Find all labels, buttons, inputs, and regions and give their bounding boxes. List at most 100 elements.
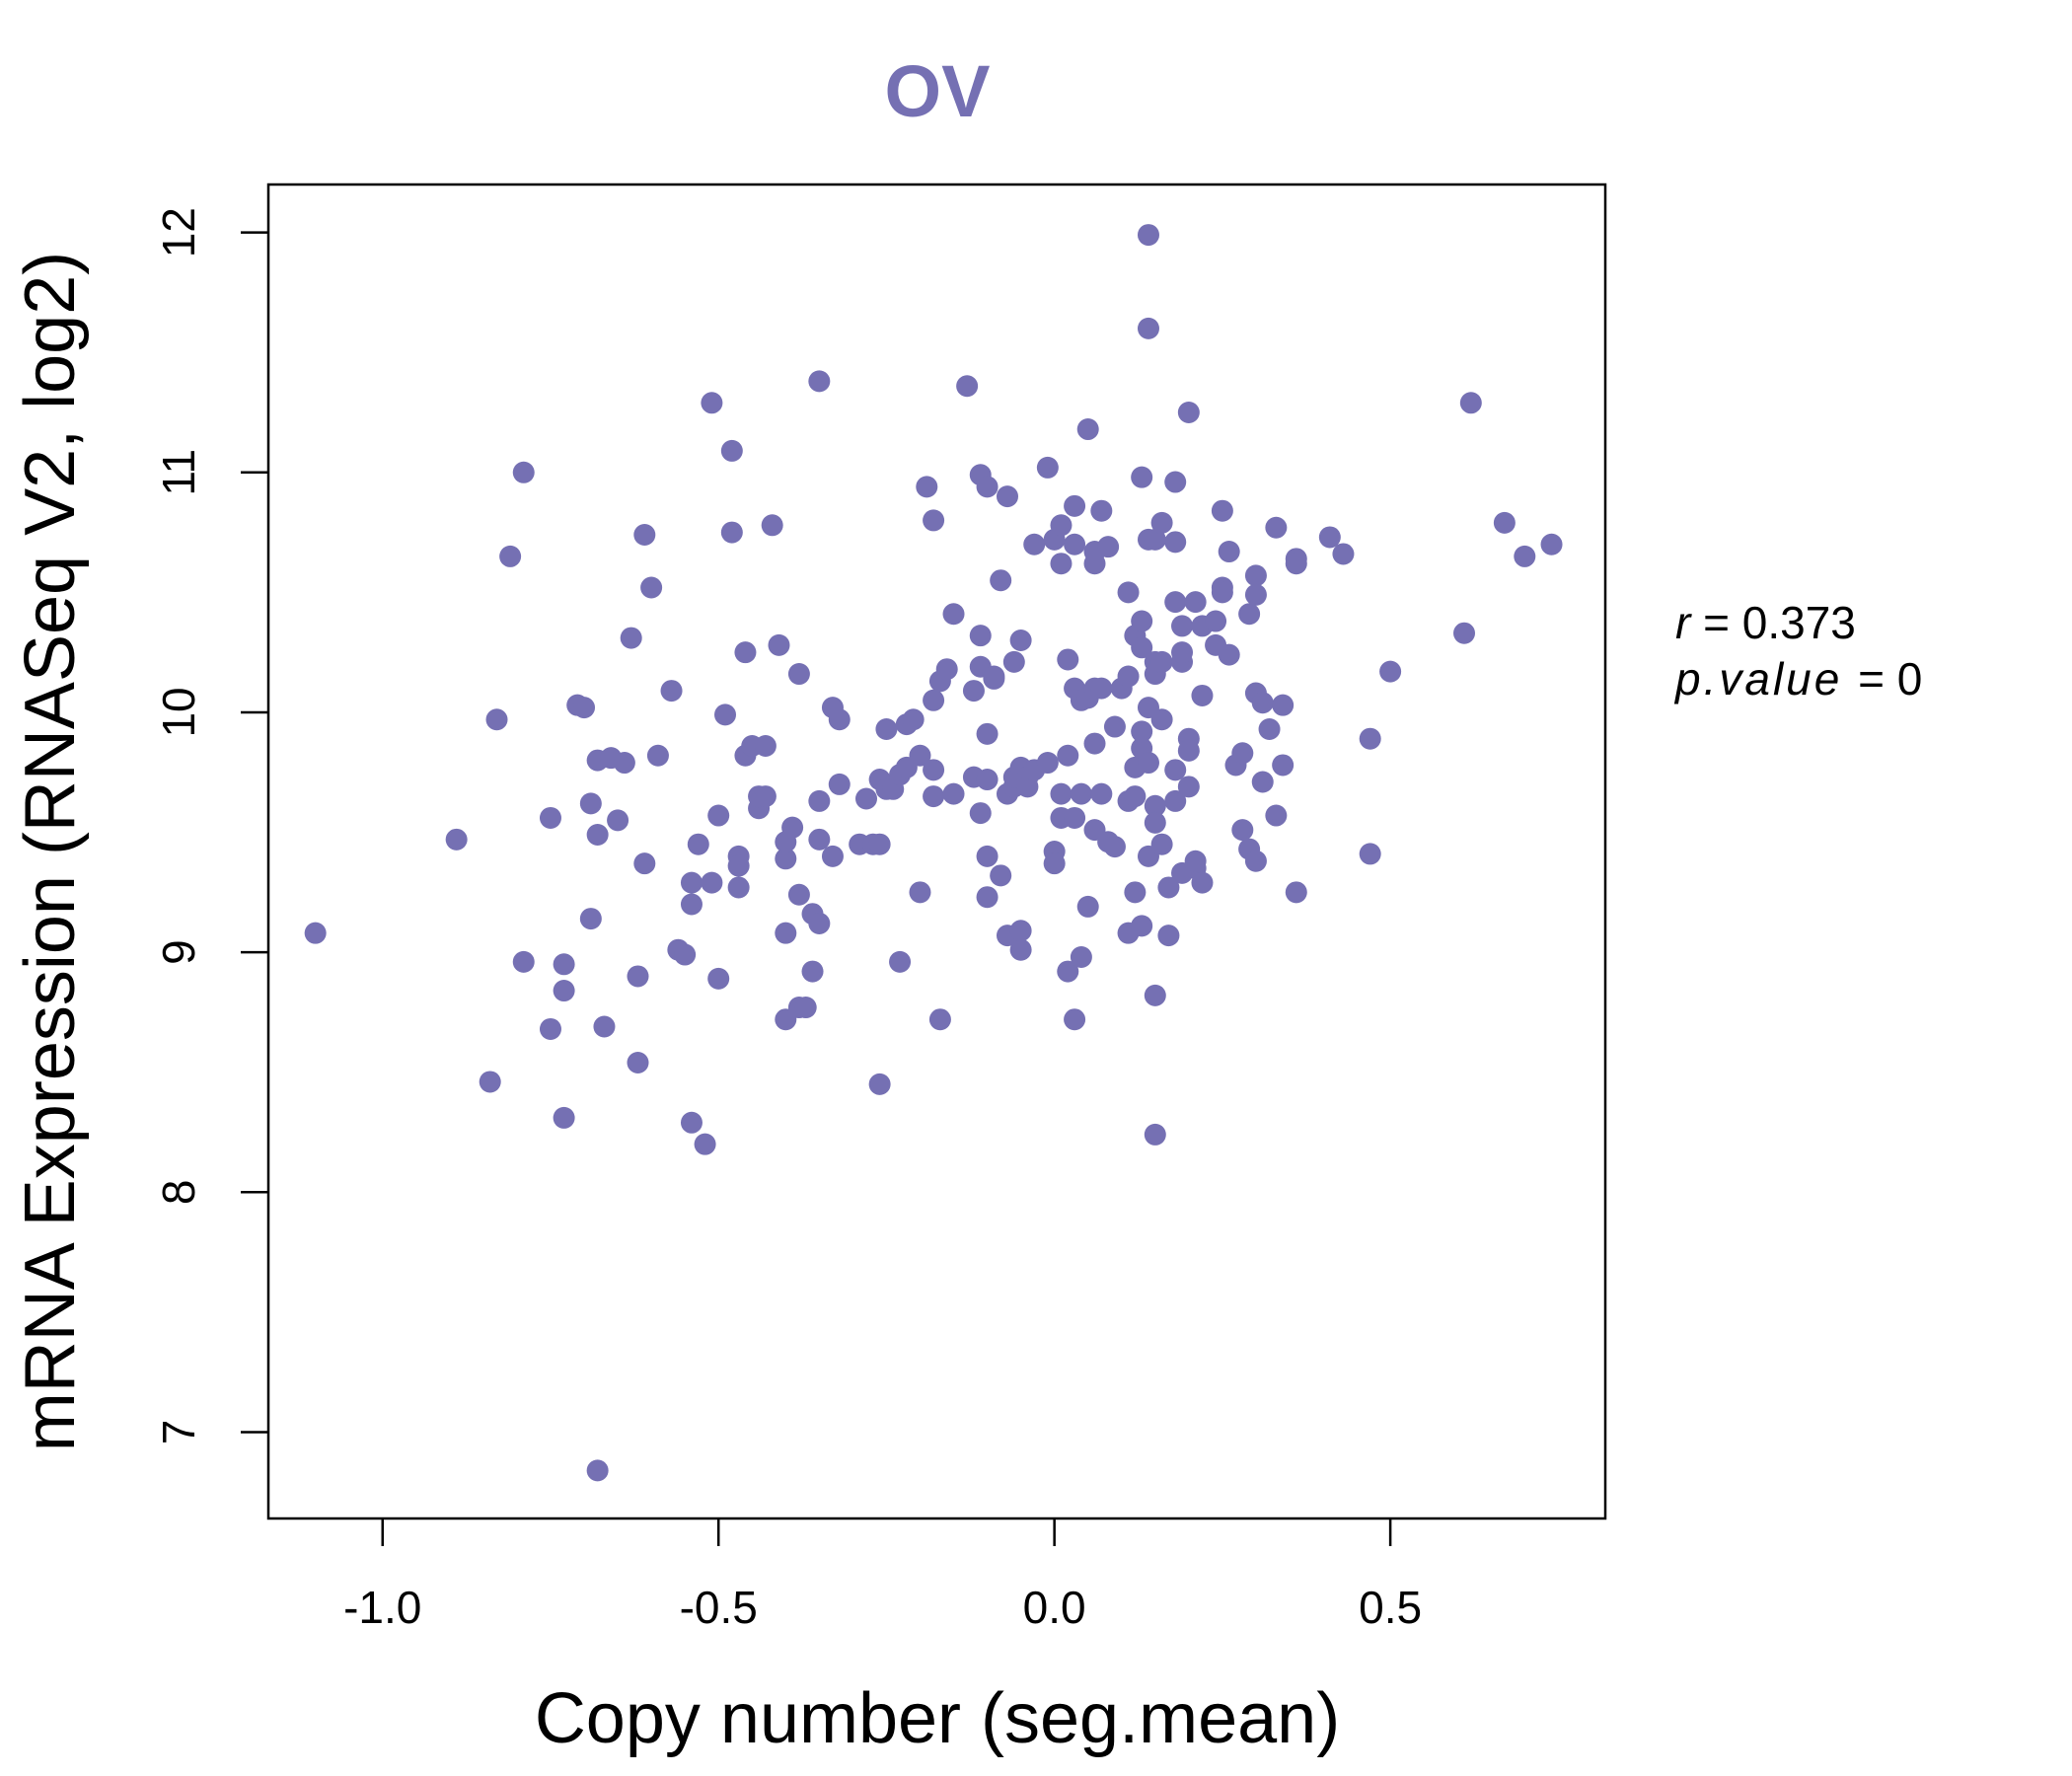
data-point	[1064, 1008, 1086, 1031]
data-point	[479, 1071, 501, 1093]
data-point	[808, 370, 831, 393]
data-point	[680, 893, 703, 916]
data-point	[727, 854, 750, 877]
data-point	[680, 871, 703, 894]
data-point	[485, 708, 508, 731]
data-point	[1150, 833, 1173, 855]
data-point	[775, 848, 797, 870]
data-point	[1097, 536, 1120, 558]
data-point	[1218, 643, 1240, 666]
data-point	[1070, 782, 1092, 805]
data-point	[499, 545, 522, 567]
data-point	[923, 759, 945, 781]
data-point	[1057, 744, 1079, 767]
data-point	[553, 953, 575, 976]
data-point	[1064, 806, 1086, 829]
data-point	[923, 785, 945, 808]
data-point	[889, 950, 912, 973]
data-point	[1090, 499, 1113, 522]
data-point	[923, 509, 945, 532]
data-point	[828, 708, 851, 731]
data-point	[1272, 694, 1295, 716]
data-point	[923, 689, 945, 711]
data-point	[701, 392, 723, 414]
data-point	[1144, 984, 1166, 1006]
data-point	[1157, 925, 1180, 947]
data-point	[996, 485, 1018, 508]
data-point	[976, 769, 999, 791]
stats-annotation: r = 0.373 p.value = 0	[1673, 597, 1922, 704]
data-point	[627, 965, 649, 988]
data-point	[909, 744, 931, 767]
data-point	[821, 845, 844, 867]
y-tick-label: 9	[153, 939, 204, 965]
data-point	[1164, 591, 1187, 614]
plot-frame	[266, 183, 1607, 1520]
data-point	[1251, 771, 1274, 793]
data-point	[1164, 759, 1187, 781]
data-point	[633, 524, 656, 547]
data-point	[633, 852, 656, 875]
chart-title: OV	[885, 50, 991, 132]
data-point	[1144, 811, 1166, 834]
data-point	[1016, 776, 1039, 798]
p-equals: =	[1858, 653, 1897, 704]
data-point	[1150, 650, 1173, 673]
data-point	[304, 922, 327, 944]
data-point	[1453, 622, 1476, 644]
data-point	[1131, 720, 1153, 743]
data-point	[1070, 945, 1092, 968]
data-point	[707, 804, 730, 827]
data-points	[304, 224, 1563, 1482]
data-point	[687, 833, 709, 855]
data-point	[1177, 739, 1200, 762]
data-point	[808, 912, 831, 934]
data-point	[646, 744, 669, 767]
data-point	[1023, 533, 1046, 555]
data-point	[828, 773, 851, 795]
data-point	[1265, 516, 1288, 539]
data-point	[1164, 531, 1187, 554]
data-point	[969, 802, 992, 825]
data-point	[1540, 533, 1563, 555]
data-point	[1117, 665, 1140, 688]
data-point	[640, 576, 663, 599]
data-point	[586, 1459, 609, 1482]
data-point	[1057, 648, 1079, 671]
data-point	[1244, 583, 1267, 606]
data-point	[680, 1111, 703, 1134]
data-point	[1332, 543, 1355, 565]
p-value: 0	[1897, 653, 1923, 704]
data-point	[976, 886, 999, 909]
data-point	[942, 782, 965, 805]
data-point	[808, 828, 831, 851]
data-point	[734, 641, 757, 664]
data-point	[1251, 692, 1274, 714]
data-point	[1359, 843, 1381, 865]
data-point	[1359, 727, 1381, 750]
data-point	[1244, 850, 1267, 872]
data-point	[875, 717, 898, 740]
data-point	[787, 663, 810, 686]
data-point	[990, 864, 1012, 887]
data-point	[1184, 591, 1207, 614]
data-point	[1184, 850, 1207, 872]
data-point	[1131, 636, 1153, 659]
data-point	[1131, 466, 1153, 488]
data-point	[1036, 456, 1059, 479]
y-tick-label: 10	[153, 687, 204, 737]
data-point	[1144, 794, 1166, 817]
y-tick-label: 11	[153, 449, 204, 496]
x-tick-label: -1.0	[343, 1582, 421, 1633]
data-point	[1124, 785, 1147, 808]
data-point	[1258, 717, 1281, 740]
x-axis-label: Copy number (seg.mean)	[535, 1679, 1340, 1758]
data-point	[1211, 581, 1233, 604]
data-point	[1103, 836, 1126, 858]
x-tick-label: -0.5	[680, 1582, 758, 1633]
x-tick-label: 0.5	[1359, 1582, 1422, 1633]
data-point	[727, 876, 750, 899]
data-point	[868, 833, 891, 855]
data-point	[928, 1008, 951, 1031]
data-point	[1285, 553, 1307, 575]
